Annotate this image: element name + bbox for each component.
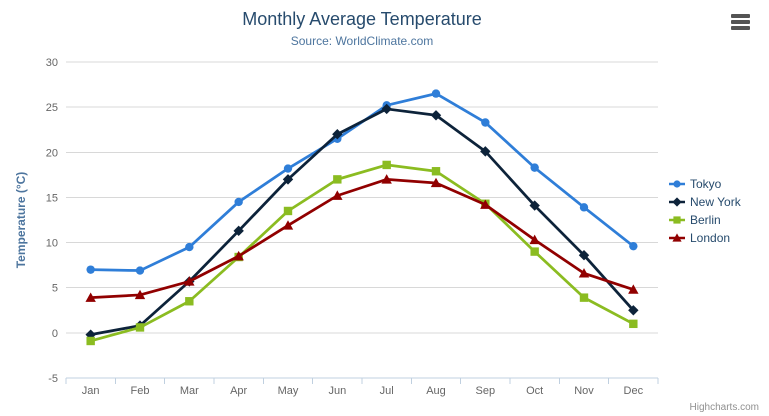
point-london-may[interactable] — [282, 220, 294, 230]
triangle-series-marker-icon — [669, 233, 685, 242]
y-axis-tick-label: 5 — [52, 283, 58, 295]
circle-marker-glyph[interactable] — [673, 180, 681, 188]
point-berlin-oct[interactable] — [530, 247, 539, 256]
y-axis-tick-label: -5 — [48, 373, 58, 385]
point-berlin-mar[interactable] — [185, 297, 194, 306]
point-london-feb[interactable] — [134, 289, 146, 300]
series-new-york — [85, 103, 639, 340]
point-tokyo-aug[interactable] — [431, 89, 441, 98]
point-berlin-feb[interactable] — [135, 323, 145, 332]
hamburger-icon — [731, 20, 750, 24]
diamond-marker-glyph[interactable] — [672, 197, 682, 207]
y-axis-title: Temperature (°C) — [14, 172, 28, 269]
point-berlin-dec[interactable] — [629, 319, 638, 329]
square-marker-glyph[interactable] — [673, 216, 681, 224]
point-berlin-jan[interactable] — [86, 336, 95, 346]
point-tokyo-may[interactable] — [283, 164, 293, 173]
square-series-marker-icon — [669, 216, 685, 224]
y-axis-tick-label: 25 — [46, 102, 58, 114]
point-tokyo-jan[interactable] — [86, 265, 95, 274]
point-new-york-dec[interactable] — [628, 305, 639, 316]
legend-item-tokyo[interactable]: Tokyo — [669, 175, 741, 193]
point-london-sep[interactable] — [480, 199, 491, 209]
point-london-mar[interactable] — [184, 276, 195, 286]
x-axis-tick-label: May — [278, 385, 299, 397]
export-menu-button[interactable] — [729, 12, 753, 32]
point-london-dec[interactable] — [628, 284, 639, 294]
point-tokyo-nov[interactable] — [579, 203, 589, 212]
y-axis-tick-label: 20 — [46, 147, 58, 159]
x-axis-tick-label: Mar — [180, 385, 199, 397]
point-london-apr[interactable] — [233, 250, 244, 261]
point-new-york-oct[interactable] — [529, 200, 540, 211]
point-new-york-apr[interactable] — [233, 225, 244, 237]
x-axis-tick-label: Jan — [82, 385, 100, 397]
chart-subtitle: Source: WorldClimate.com — [290, 34, 434, 48]
point-london-jul[interactable] — [381, 174, 392, 184]
point-london-jan[interactable] — [85, 292, 96, 302]
point-tokyo-apr[interactable] — [234, 197, 243, 207]
series-line-new-york — [89, 107, 635, 337]
point-new-york-nov[interactable] — [578, 250, 590, 261]
legend-item-london[interactable]: London — [669, 229, 741, 247]
y-axis-tick-label: 30 — [46, 57, 58, 69]
point-tokyo-feb[interactable] — [135, 266, 145, 275]
point-new-york-may[interactable] — [282, 174, 294, 185]
credits-link[interactable]: Highcharts.com — [689, 402, 759, 413]
point-berlin-jul[interactable] — [382, 160, 391, 170]
y-axis-tick-label: 0 — [52, 328, 58, 340]
x-axis-tick-label: Feb — [131, 385, 150, 397]
x-axis-tick-label: Dec — [624, 385, 644, 397]
triangle-marker-glyph[interactable] — [672, 233, 682, 242]
point-berlin-jun[interactable] — [333, 175, 342, 184]
point-berlin-may[interactable] — [283, 206, 293, 216]
series-london — [85, 174, 639, 302]
legend-item-label: London — [690, 231, 731, 245]
hamburger-icon — [731, 26, 750, 30]
point-tokyo-dec[interactable] — [629, 241, 638, 251]
legend-item-label: Berlin — [690, 213, 721, 227]
series-tokyo — [86, 89, 638, 275]
x-axis-tick-label: Jul — [380, 385, 394, 397]
x-axis-tick-label: Sep — [476, 385, 496, 397]
point-new-york-jul[interactable] — [381, 103, 392, 115]
legend-item-new-york[interactable]: New York — [669, 193, 741, 211]
legend-item-label: New York — [690, 195, 741, 209]
circle-series-marker-icon — [669, 180, 685, 188]
point-tokyo-mar[interactable] — [185, 242, 194, 252]
diamond-series-marker-icon — [669, 197, 685, 207]
x-axis-tick-label: Jun — [328, 385, 346, 397]
x-axis-tick-label: Aug — [426, 385, 446, 397]
point-london-aug[interactable] — [430, 177, 442, 188]
point-berlin-nov[interactable] — [579, 293, 589, 302]
point-new-york-sep[interactable] — [480, 146, 491, 157]
y-axis-tick-label: 15 — [46, 192, 58, 204]
point-london-nov[interactable] — [578, 268, 590, 278]
point-tokyo-sep[interactable] — [481, 118, 490, 127]
x-axis-tick-label: Nov — [574, 385, 594, 397]
point-london-oct[interactable] — [529, 234, 540, 245]
point-london-jun[interactable] — [332, 190, 343, 200]
series-line-london — [89, 177, 635, 300]
x-axis-tick-label: Oct — [526, 385, 543, 397]
x-axis-tick-label: Apr — [230, 385, 247, 397]
hamburger-icon — [731, 14, 750, 18]
point-berlin-aug[interactable] — [431, 167, 441, 176]
chart-title: Monthly Average Temperature — [242, 9, 482, 29]
legend: Tokyo New York Berlin London — [669, 175, 741, 247]
legend-item-label: Tokyo — [690, 177, 722, 191]
point-tokyo-oct[interactable] — [530, 163, 539, 172]
series-line-berlin — [89, 163, 635, 343]
legend-item-berlin[interactable]: Berlin — [669, 211, 741, 229]
point-new-york-aug[interactable] — [430, 110, 442, 121]
y-axis-tick-label: 10 — [46, 238, 58, 250]
point-new-york-jun[interactable] — [332, 129, 343, 140]
